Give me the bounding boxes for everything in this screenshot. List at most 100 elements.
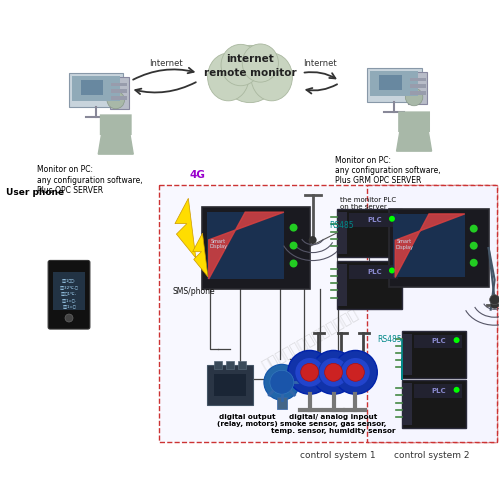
FancyBboxPatch shape xyxy=(380,75,402,90)
FancyBboxPatch shape xyxy=(402,380,466,428)
Text: Internet: Internet xyxy=(148,58,182,68)
Circle shape xyxy=(270,370,294,394)
Text: control system 1: control system 1 xyxy=(300,451,376,460)
Text: RS485: RS485 xyxy=(378,335,402,344)
Polygon shape xyxy=(192,233,208,277)
Text: 过上限1℃,: 过上限1℃, xyxy=(61,292,77,296)
Text: digital output
(relay, motors): digital output (relay, motors) xyxy=(216,414,278,427)
FancyBboxPatch shape xyxy=(202,207,310,289)
FancyBboxPatch shape xyxy=(402,330,466,378)
Ellipse shape xyxy=(208,53,249,101)
Ellipse shape xyxy=(242,44,279,82)
Circle shape xyxy=(264,364,300,400)
FancyBboxPatch shape xyxy=(112,90,127,93)
Text: 烁华飞电子信息股份有限公司: 烁华飞电子信息股份有限公司 xyxy=(259,306,360,373)
Circle shape xyxy=(290,224,298,232)
FancyBboxPatch shape xyxy=(207,366,253,405)
FancyBboxPatch shape xyxy=(214,362,222,370)
Text: User phone: User phone xyxy=(6,188,64,198)
FancyBboxPatch shape xyxy=(100,114,132,135)
FancyBboxPatch shape xyxy=(337,264,347,306)
FancyBboxPatch shape xyxy=(367,68,422,102)
Text: the monitor PLC
on the server: the monitor PLC on the server xyxy=(340,198,396,210)
Text: 温度32℃,超: 温度32℃,超 xyxy=(60,285,78,289)
FancyBboxPatch shape xyxy=(410,78,426,82)
Circle shape xyxy=(470,242,478,250)
Text: PLC: PLC xyxy=(432,338,446,344)
FancyBboxPatch shape xyxy=(214,374,246,396)
FancyBboxPatch shape xyxy=(410,84,426,88)
FancyBboxPatch shape xyxy=(110,77,128,109)
Circle shape xyxy=(312,350,356,394)
Text: 输入1=关: 输入1=关 xyxy=(62,304,76,308)
Circle shape xyxy=(308,236,316,244)
FancyBboxPatch shape xyxy=(349,213,398,227)
Circle shape xyxy=(470,224,478,232)
Text: Smart
Display: Smart Display xyxy=(210,238,228,250)
FancyBboxPatch shape xyxy=(277,397,287,409)
Circle shape xyxy=(295,358,324,387)
FancyBboxPatch shape xyxy=(393,214,465,278)
Text: 4G: 4G xyxy=(190,170,205,180)
FancyBboxPatch shape xyxy=(414,384,463,398)
FancyBboxPatch shape xyxy=(402,334,411,376)
FancyBboxPatch shape xyxy=(398,112,430,132)
FancyBboxPatch shape xyxy=(226,362,234,370)
Polygon shape xyxy=(395,214,465,278)
Circle shape xyxy=(454,387,460,393)
Polygon shape xyxy=(208,212,284,279)
Polygon shape xyxy=(98,135,134,154)
FancyBboxPatch shape xyxy=(408,72,427,104)
Polygon shape xyxy=(396,132,432,151)
FancyBboxPatch shape xyxy=(368,186,496,442)
Text: PLC: PLC xyxy=(432,388,446,394)
Circle shape xyxy=(300,364,318,382)
Text: SMS/phone: SMS/phone xyxy=(172,288,215,296)
Ellipse shape xyxy=(251,53,292,101)
Circle shape xyxy=(324,364,342,382)
Circle shape xyxy=(346,364,364,382)
Circle shape xyxy=(389,268,395,274)
Text: internet
remote monitor: internet remote monitor xyxy=(204,54,296,78)
FancyBboxPatch shape xyxy=(414,334,463,348)
Text: Smart
Display: Smart Display xyxy=(395,238,413,250)
Text: Internet: Internet xyxy=(303,58,336,68)
Text: digital/ analog inpout
smoke sensor, gas sensor,
temp. sensor, humidity sensor: digital/ analog inpout smoke sensor, gas… xyxy=(272,414,396,434)
Circle shape xyxy=(470,259,478,266)
FancyBboxPatch shape xyxy=(337,209,402,257)
FancyBboxPatch shape xyxy=(337,261,402,308)
FancyBboxPatch shape xyxy=(349,265,398,279)
Circle shape xyxy=(290,242,298,250)
Circle shape xyxy=(334,350,378,394)
FancyBboxPatch shape xyxy=(112,82,127,86)
Ellipse shape xyxy=(222,46,278,102)
Text: RS485: RS485 xyxy=(330,220,354,230)
Circle shape xyxy=(107,92,124,109)
FancyBboxPatch shape xyxy=(206,212,284,279)
Ellipse shape xyxy=(221,44,260,86)
FancyBboxPatch shape xyxy=(410,92,426,95)
Circle shape xyxy=(290,260,298,268)
FancyBboxPatch shape xyxy=(112,96,127,100)
Circle shape xyxy=(288,350,332,394)
Circle shape xyxy=(454,337,460,343)
FancyBboxPatch shape xyxy=(68,73,123,107)
FancyBboxPatch shape xyxy=(53,272,85,310)
Text: 设备1报警:: 设备1报警: xyxy=(62,278,76,282)
FancyBboxPatch shape xyxy=(158,186,496,442)
FancyBboxPatch shape xyxy=(337,212,347,254)
FancyBboxPatch shape xyxy=(402,384,411,425)
Text: 输出1=开,: 输出1=开, xyxy=(62,298,76,302)
FancyBboxPatch shape xyxy=(389,209,488,287)
FancyBboxPatch shape xyxy=(238,362,246,370)
Text: Monitor on PC:
any configuration software,
Plus GRM OPC SERVER: Monitor on PC: any configuration softwar… xyxy=(334,156,440,186)
FancyBboxPatch shape xyxy=(72,76,120,101)
FancyBboxPatch shape xyxy=(48,260,90,329)
Circle shape xyxy=(406,88,423,106)
Circle shape xyxy=(318,358,348,387)
FancyBboxPatch shape xyxy=(370,71,418,96)
FancyBboxPatch shape xyxy=(81,80,104,95)
Text: PLC: PLC xyxy=(367,217,382,223)
Text: Monitor on PC:
any configuration software,
Plus OPC SERVER: Monitor on PC: any configuration softwar… xyxy=(37,166,143,196)
Text: control system 2: control system 2 xyxy=(394,451,469,460)
